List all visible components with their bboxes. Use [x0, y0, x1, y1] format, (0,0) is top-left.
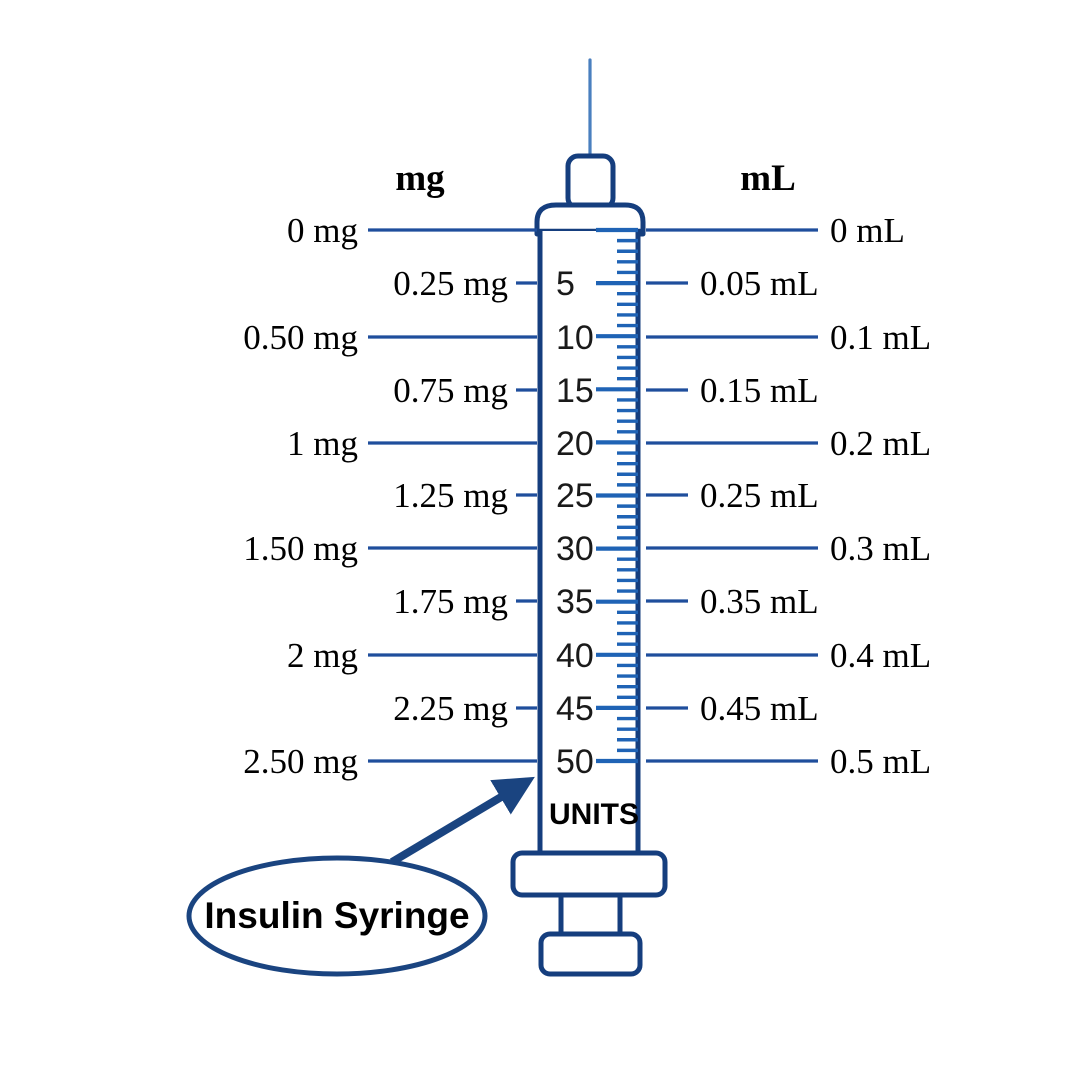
- barrel-unit-number: 5: [556, 265, 575, 303]
- plunger-thumb-pad: [538, 931, 643, 977]
- ml-label: 0.1 mL: [830, 318, 931, 357]
- needle-hub-group: [565, 153, 616, 211]
- ml-label: 0.25 mL: [700, 476, 819, 515]
- mg-label: 2 mg: [287, 636, 358, 675]
- mg-label: 1.75 mg: [393, 582, 508, 621]
- callout-group: Insulin Syringe: [186, 855, 488, 977]
- barrel-unit-number: 10: [556, 319, 594, 357]
- callout-arrow: [389, 776, 535, 866]
- header-mg: mg: [395, 158, 445, 199]
- ml-label: 0.35 mL: [700, 582, 819, 621]
- barrel-unit-number: 15: [556, 372, 594, 410]
- barrel-unit-number: 45: [556, 690, 594, 728]
- ml-label: 0.4 mL: [830, 636, 931, 675]
- plunger-flange: [510, 850, 668, 898]
- mg-label: 0.75 mg: [393, 371, 508, 410]
- plunger-assembly: [510, 850, 668, 977]
- barrel-unit-number: 30: [556, 530, 594, 568]
- callout-label: Insulin Syringe: [204, 895, 469, 936]
- mg-label: 0.50 mg: [243, 318, 358, 357]
- mg-label: 0 mg: [287, 211, 358, 250]
- callout-ellipse: [186, 855, 488, 977]
- needle-hub: [565, 153, 616, 211]
- mg-label: 1.50 mg: [243, 529, 358, 568]
- mg-scale-group: 0 mg 0.25 mg 0.50 mg 0.75 mg 1 mg 1.25 mg 1.50…: [243, 211, 537, 781]
- ml-label: 0.3 mL: [830, 529, 931, 568]
- ml-label: 0.05 mL: [700, 264, 819, 303]
- barrel-unit-number: 20: [556, 425, 594, 463]
- ml-label: 0.15 mL: [700, 371, 819, 410]
- barrel-tick-marks: [596, 227, 638, 764]
- barrel-unit-numbers: 5 10 15 20 25 30 35 40 45 50: [556, 265, 594, 781]
- header-ml: mL: [740, 158, 796, 199]
- mg-label: 1.25 mg: [393, 476, 508, 515]
- ml-scale-group: 0 mL 0.05 mL 0.1 mL 0.15 mL 0.2 mL 0.25 mL 0.3…: [646, 211, 931, 781]
- units-caption: UNITS: [549, 798, 639, 831]
- barrel-unit-number: 50: [556, 743, 594, 781]
- barrel-shoulder: [534, 202, 646, 237]
- ml-label: 0.5 mL: [830, 742, 931, 781]
- mg-label: 2.25 mg: [393, 689, 508, 728]
- ml-label: 0.45 mL: [700, 689, 819, 728]
- ml-label: 0.2 mL: [830, 424, 931, 463]
- barrel-unit-number: 40: [556, 637, 594, 675]
- mg-label: 1 mg: [287, 424, 358, 463]
- barrel-unit-number: 25: [556, 477, 594, 515]
- ml-label: 0 mL: [830, 211, 905, 250]
- mg-label: 2.50 mg: [243, 742, 358, 781]
- barrel-unit-number: 35: [556, 583, 594, 621]
- callout-arrow-group: [389, 776, 535, 866]
- mg-label: 0.25 mg: [393, 264, 508, 303]
